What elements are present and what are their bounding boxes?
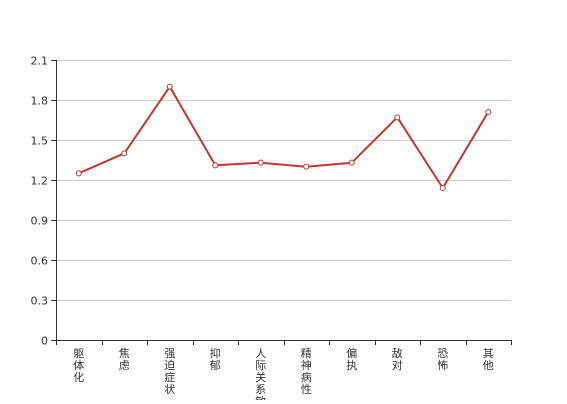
x-tick-label: 抑郁 [210,346,221,372]
y-tick-label: 2.1 [31,55,49,68]
x-tick-label: 焦虑 [119,347,130,372]
y-tick-label: 0.3 [31,295,49,308]
y-tick-label: 1.8 [31,95,49,108]
x-axis-ticks: 躯体化 焦虑 强迫症状 抑郁 人际关系敏感 精神病性 偏执 敌对 恐怖 其他 [56,340,512,404]
x-tick-label: 敌对 [392,346,403,372]
data-points [75,83,492,191]
data-point[interactable] [394,114,401,121]
data-point[interactable] [212,162,219,169]
y-tick-label: 0.6 [31,255,49,268]
series-line [78,85,490,189]
x-tick-label: 偏执 [346,346,357,372]
data-point[interactable] [439,185,446,191]
x-tick-label: 人际关系敏感 [255,347,266,400]
y-tick-label: 0.9 [31,215,49,228]
data-point[interactable] [121,150,128,157]
data-point[interactable] [75,170,82,177]
data-point[interactable] [348,159,355,166]
y-tick-label: 1.5 [31,135,49,148]
data-point[interactable] [303,163,310,170]
data-point[interactable] [257,159,264,166]
x-tick-label: 强迫症状 [164,347,175,396]
data-point[interactable] [485,109,492,115]
data-point[interactable] [166,83,173,90]
x-tick-label: 精神病性 [301,347,312,396]
x-tick-label: 躯体化 [73,347,84,384]
grid-lines [56,60,511,301]
series [78,85,490,189]
x-tick-label: 其他 [483,347,494,372]
y-axis-ticks: 0 0.3 0.6 0.9 1.2 1.5 1.8 2.1 [31,55,56,348]
y-tick-label: 0 [41,335,48,348]
x-tick-label: 恐怖 [437,347,448,372]
axes [56,60,511,341]
y-tick-label: 1.2 [31,175,49,188]
